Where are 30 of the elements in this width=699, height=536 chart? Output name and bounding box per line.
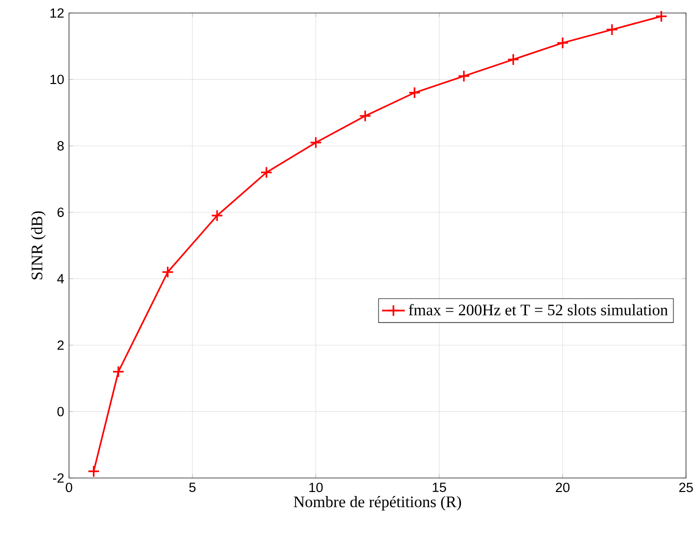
point [507, 53, 520, 66]
y-tick-label: 4 [57, 274, 64, 284]
legend-label: fmax = 200Hz et T = 52 slots simulation [408, 304, 668, 316]
point [359, 110, 372, 122]
point [112, 366, 124, 378]
point [210, 209, 224, 222]
point [88, 465, 100, 478]
y-tick-label: 10 [50, 74, 64, 84]
point [310, 136, 322, 149]
x-tick-label: 20 [556, 482, 570, 492]
y-axis-title: SINR (dB) [31, 211, 46, 280]
y-tick-label: 2 [58, 340, 64, 350]
y-tick-label: 0 [57, 406, 64, 416]
point [408, 86, 421, 99]
point [162, 266, 174, 278]
x-axis-title: Nombre de répétitions (R) [294, 496, 462, 511]
point [606, 23, 618, 36]
x-tick-label: 25 [679, 482, 693, 492]
y-tick-label: 8 [57, 141, 64, 151]
y-tick-label: 12 [50, 8, 64, 18]
point [655, 10, 668, 22]
x-tick-label: 5 [189, 482, 196, 492]
point [458, 70, 470, 82]
y-tick-label: 6 [58, 208, 64, 217]
point [556, 36, 569, 50]
y-tick-label: -2 [53, 473, 64, 483]
x-tick-label: 15 [432, 482, 446, 492]
x-tick-label: 10 [309, 482, 323, 492]
x-tick-label: 0 [66, 482, 72, 492]
point [260, 166, 273, 179]
